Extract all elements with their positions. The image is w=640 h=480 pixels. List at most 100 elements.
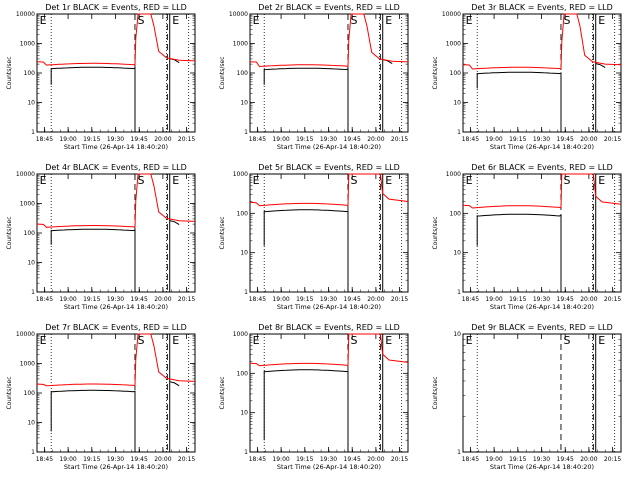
y-tick-label: 10 bbox=[453, 100, 461, 107]
y-tick-label: 1 bbox=[244, 129, 248, 136]
x-tick-label: 19:00 bbox=[59, 296, 76, 303]
x-tick-label: 19:00 bbox=[485, 136, 502, 143]
x-tick-label: 19:45 bbox=[344, 456, 361, 463]
y-axis-label: Counts/sec bbox=[219, 376, 226, 409]
y-tick-label: 100 bbox=[237, 370, 249, 377]
x-tick-label: 19:15 bbox=[509, 296, 526, 303]
x-axis-label: Start Time (26-Apr-14 18:40:20) bbox=[490, 463, 594, 471]
x-tick-label: 18:45 bbox=[249, 296, 266, 303]
y-tick-label: 10000 bbox=[442, 11, 461, 18]
x-tick-label: 19:30 bbox=[107, 456, 124, 463]
x-tick-label: 20:15 bbox=[391, 136, 408, 143]
y-tick-label: 10 bbox=[240, 250, 248, 257]
x-tick-label: 20:00 bbox=[367, 456, 384, 463]
series-line-events bbox=[476, 71, 562, 132]
interval-marker-s: S bbox=[351, 14, 358, 27]
x-tick-label: 19:30 bbox=[107, 296, 124, 303]
x-tick-label: 19:30 bbox=[533, 296, 550, 303]
series-line-lld bbox=[249, 13, 409, 68]
y-tick-label: 1 bbox=[31, 289, 35, 296]
y-tick-label: 10 bbox=[453, 250, 461, 257]
y-tick-label: 1 bbox=[457, 129, 461, 136]
y-tick-label: 1 bbox=[244, 449, 248, 456]
chart-title: Det 5r BLACK = Events, RED = LLD bbox=[258, 163, 400, 172]
plot-frame bbox=[462, 173, 622, 293]
chart-title: Det 4r BLACK = Events, RED = LLD bbox=[45, 163, 187, 172]
x-tick-label: 20:15 bbox=[391, 456, 408, 463]
chart-panel-5: Det 5r BLACK = Events, RED = LLD 1 10 100 10… bbox=[219, 163, 409, 311]
x-tick-label: 19:15 bbox=[296, 456, 313, 463]
plot-frame bbox=[36, 173, 196, 293]
x-tick-label: 19:30 bbox=[320, 136, 337, 143]
interval-marker-e: E bbox=[40, 334, 47, 347]
y-tick-label: 10000 bbox=[16, 331, 35, 338]
y-tick-label: 10 bbox=[240, 100, 248, 107]
y-tick-label: 1 bbox=[31, 129, 35, 136]
x-tick-label: 19:00 bbox=[59, 136, 76, 143]
y-axis-label: Counts/sec bbox=[6, 376, 13, 409]
series-line-events bbox=[50, 228, 136, 292]
y-tick-label: 10000 bbox=[229, 11, 248, 18]
interval-marker-e: E bbox=[253, 334, 260, 347]
series-line-events bbox=[476, 213, 562, 292]
x-axis-label: Start Time (26-Apr-14 18:40:20) bbox=[490, 143, 594, 151]
series-tail-events bbox=[169, 220, 180, 226]
y-axis-label: Counts/sec bbox=[432, 216, 439, 249]
x-tick-label: 20:15 bbox=[178, 296, 195, 303]
y-axis-label: Counts/sec bbox=[6, 216, 13, 249]
series-tail-events bbox=[169, 381, 180, 387]
x-axis-label: Start Time (26-Apr-14 18:40:20) bbox=[277, 463, 381, 471]
x-tick-label: 19:45 bbox=[344, 136, 361, 143]
x-tick-label: 19:00 bbox=[485, 456, 502, 463]
x-tick-label: 19:30 bbox=[107, 136, 124, 143]
x-tick-label: 18:45 bbox=[249, 456, 266, 463]
chart-panel-9: Det 9r BLACK = Events, RED = LLD 1 10 Count… bbox=[432, 323, 622, 471]
x-tick-label: 19:15 bbox=[296, 136, 313, 143]
x-tick-label: 19:00 bbox=[485, 296, 502, 303]
chart-panel-6: Det 6r BLACK = Events, RED = LLD 1 10 100 10… bbox=[432, 163, 622, 311]
y-tick-label: 10000 bbox=[16, 11, 35, 18]
y-tick-label: 1000 bbox=[233, 331, 248, 338]
x-tick-label: 19:45 bbox=[344, 296, 361, 303]
x-tick-label: 19:15 bbox=[83, 136, 100, 143]
x-tick-label: 19:15 bbox=[509, 456, 526, 463]
x-tick-label: 19:15 bbox=[296, 296, 313, 303]
y-tick-label: 1000 bbox=[20, 361, 35, 368]
x-tick-label: 20:00 bbox=[154, 296, 171, 303]
y-tick-label: 1000 bbox=[446, 171, 461, 178]
y-tick-label: 1000 bbox=[233, 41, 248, 48]
x-tick-label: 19:15 bbox=[83, 456, 100, 463]
x-tick-label: 19:45 bbox=[557, 136, 574, 143]
x-tick-label: 19:30 bbox=[533, 136, 550, 143]
y-tick-label: 10 bbox=[27, 420, 35, 427]
x-tick-label: 19:45 bbox=[131, 136, 148, 143]
x-tick-label: 19:45 bbox=[131, 296, 148, 303]
series-line-events bbox=[263, 209, 349, 292]
interval-marker-e: E bbox=[40, 14, 47, 27]
interval-marker-e: E bbox=[466, 14, 473, 27]
chart-title: Det 3r BLACK = Events, RED = LLD bbox=[471, 3, 613, 12]
y-tick-label: 100 bbox=[24, 230, 36, 237]
interval-marker-e: E bbox=[40, 174, 47, 187]
series-line-lld bbox=[462, 13, 622, 70]
y-tick-label: 1000 bbox=[20, 41, 35, 48]
x-axis-label: Start Time (26-Apr-14 18:40:20) bbox=[277, 143, 381, 151]
interval-marker-s: S bbox=[138, 174, 145, 187]
chart-title: Det 7r BLACK = Events, RED = LLD bbox=[45, 323, 187, 332]
x-tick-label: 20:00 bbox=[154, 136, 171, 143]
plot-frame bbox=[249, 333, 409, 453]
x-axis-label: Start Time (26-Apr-14 18:40:20) bbox=[64, 463, 168, 471]
interval-marker-e: E bbox=[172, 14, 179, 27]
chart-title: Det 2r BLACK = Events, RED = LLD bbox=[258, 3, 400, 12]
y-tick-label: 1000 bbox=[446, 41, 461, 48]
x-tick-label: 20:00 bbox=[154, 456, 171, 463]
interval-marker-e: E bbox=[385, 174, 392, 187]
interval-marker-e: E bbox=[172, 174, 179, 187]
interval-marker-s: S bbox=[564, 334, 571, 347]
y-tick-label: 1 bbox=[457, 289, 461, 296]
chart-panel-4: Det 4r BLACK = Events, RED = LLD 1 10 100 10… bbox=[6, 163, 196, 311]
interval-marker-e: E bbox=[385, 334, 392, 347]
y-axis-label: Counts/sec bbox=[219, 216, 226, 249]
interval-marker-s: S bbox=[351, 174, 358, 187]
x-tick-label: 19:30 bbox=[320, 296, 337, 303]
